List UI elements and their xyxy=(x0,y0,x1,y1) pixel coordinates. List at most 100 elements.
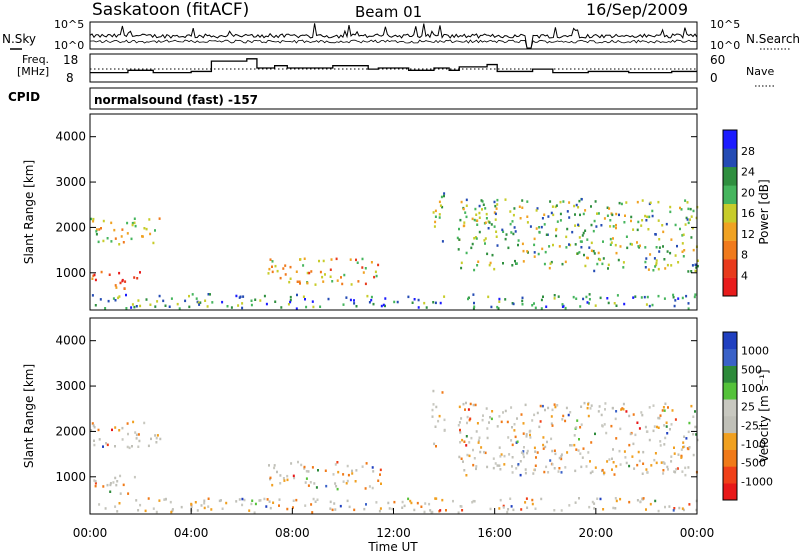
echo-cell xyxy=(488,263,491,267)
echo-cell xyxy=(190,502,193,506)
echo-cell xyxy=(654,233,657,236)
echo-cell xyxy=(351,472,354,475)
echo-cell xyxy=(188,305,191,309)
echo-cell xyxy=(581,456,584,459)
echo-cell xyxy=(364,487,367,490)
echo-cell xyxy=(145,227,148,231)
echo-cell xyxy=(534,450,537,453)
echo-cell xyxy=(593,269,596,273)
echo-cell xyxy=(681,242,684,245)
echo-cell xyxy=(615,465,618,468)
echo-cell xyxy=(574,213,576,216)
echo-cell xyxy=(541,247,544,251)
echo-cell xyxy=(138,439,141,443)
echo-cell xyxy=(210,508,213,511)
echo-cell xyxy=(561,303,564,306)
echo-cell xyxy=(235,294,238,298)
echo-cell xyxy=(342,303,345,306)
echo-cell xyxy=(658,246,661,249)
echo-cell xyxy=(335,485,338,488)
echo-cell xyxy=(669,205,672,209)
echo-cell xyxy=(178,307,181,310)
echo-cell xyxy=(115,483,118,487)
echo-cell xyxy=(659,444,662,447)
echo-cell xyxy=(629,432,632,436)
echo-cell xyxy=(248,509,251,512)
echo-cell xyxy=(688,446,691,449)
freq-panel-frame xyxy=(89,53,698,83)
echo-cell xyxy=(250,303,253,307)
echo-cell xyxy=(457,424,460,427)
echo-cell xyxy=(131,223,134,227)
echo-cell xyxy=(694,263,697,266)
echo-cell xyxy=(473,301,475,305)
echo-cell xyxy=(100,270,103,274)
echo-cell xyxy=(203,502,206,505)
echo-cell xyxy=(592,249,595,253)
echo-cell xyxy=(692,453,695,457)
echo-cell xyxy=(553,297,556,300)
echo-cell xyxy=(559,200,562,204)
echo-cell xyxy=(522,432,525,435)
echo-cell xyxy=(502,506,505,509)
echo-cell xyxy=(602,472,605,476)
echo-cell xyxy=(463,469,466,472)
echo-cell xyxy=(313,482,316,485)
echo-cell xyxy=(516,417,518,420)
echo-cell xyxy=(479,450,482,454)
cpid-value: normalsound (fast) -157 xyxy=(94,93,258,107)
echo-cell xyxy=(341,282,344,286)
echo-cell xyxy=(513,423,516,426)
echo-cell xyxy=(579,452,582,455)
echo-cell xyxy=(271,260,274,263)
echo-cell xyxy=(615,251,618,255)
echo-cell xyxy=(651,209,654,213)
echo-cell xyxy=(242,295,245,298)
echo-cell xyxy=(485,212,488,216)
echo-cell xyxy=(657,294,660,298)
echo-cell xyxy=(441,205,444,209)
echo-cell xyxy=(484,237,487,240)
echo-cell xyxy=(645,508,647,511)
echo-cell xyxy=(155,510,158,514)
echo-cell xyxy=(473,500,476,503)
echo-cell xyxy=(93,443,96,447)
echo-cell xyxy=(149,232,152,236)
echo-cell xyxy=(642,450,645,454)
echo-cell xyxy=(558,467,561,470)
echo-cell xyxy=(596,212,598,215)
echo-cell xyxy=(618,449,621,453)
colorbar-segment xyxy=(723,277,737,297)
echo-cell xyxy=(511,471,514,474)
echo-cell xyxy=(133,217,136,220)
echo-cell xyxy=(106,237,109,240)
echo-cell xyxy=(551,424,554,427)
echo-cell xyxy=(657,426,660,429)
echo-cell xyxy=(495,207,498,210)
echo-cell xyxy=(114,237,117,240)
echo-cell xyxy=(562,200,565,203)
echo-cell xyxy=(206,305,209,308)
colorbar-tick: -500 xyxy=(741,457,766,470)
echo-cell xyxy=(494,204,497,208)
echo-cell xyxy=(551,205,554,208)
echo-cell xyxy=(364,267,367,270)
echo-cell xyxy=(269,476,272,480)
echo-cell xyxy=(606,297,609,300)
echo-cell xyxy=(276,470,278,474)
echo-cell xyxy=(272,501,275,504)
colorbar-segment xyxy=(723,240,737,260)
echo-cell xyxy=(486,465,489,469)
echo-cell xyxy=(672,293,675,297)
echo-cell xyxy=(478,436,481,439)
echo-cell xyxy=(576,252,579,255)
echo-cell xyxy=(158,294,161,298)
echo-cell xyxy=(692,415,695,418)
echo-cell xyxy=(682,233,685,236)
echo-cell xyxy=(544,408,546,412)
echo-cell xyxy=(565,406,568,410)
echo-cell xyxy=(534,306,537,310)
echo-cell xyxy=(652,429,655,433)
colorbar-tick: -1000 xyxy=(741,475,773,488)
colorbar-segment xyxy=(723,222,737,241)
